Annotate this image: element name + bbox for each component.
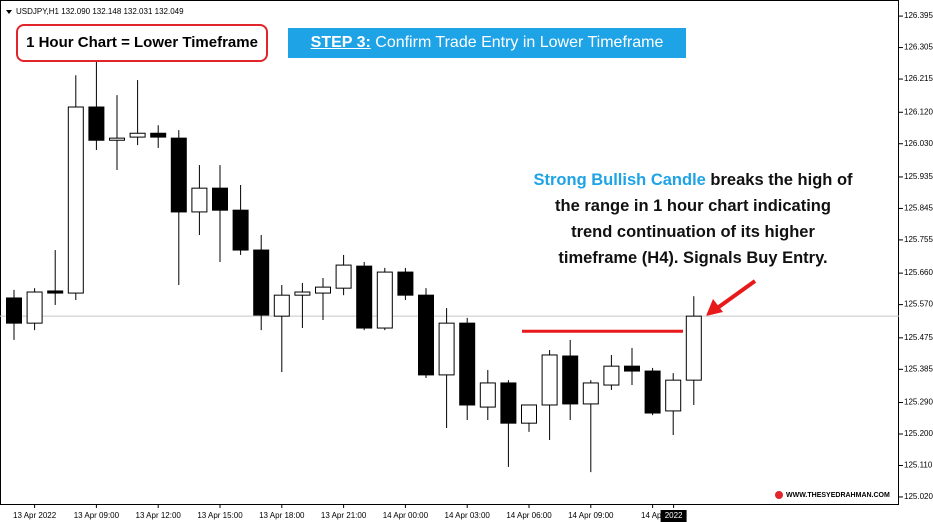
candle-body	[438, 322, 455, 376]
x-tick-label: 13 Apr 09:00	[74, 511, 120, 520]
timeframe-label: 1 Hour Chart = Lower Timeframe	[16, 24, 268, 62]
x-tick-label: 14 Apr 06:00	[506, 511, 552, 520]
candle-body	[562, 355, 579, 405]
y-tick-label: 126.030	[904, 139, 933, 148]
candle-body	[47, 290, 64, 294]
candle-body	[582, 382, 599, 405]
plot-frame	[0, 0, 899, 505]
y-tick-label: 126.395	[904, 11, 933, 20]
candle-body	[273, 294, 290, 317]
x-label-highlight	[660, 510, 687, 522]
x-tick-label: 2022	[665, 511, 683, 520]
candle-body	[603, 365, 620, 386]
annotation-highlight: Strong Bullish Candle	[533, 171, 706, 189]
candle-body	[6, 297, 22, 324]
candle-body	[397, 271, 414, 296]
annotation-line: breaks the high of	[705, 171, 853, 189]
y-tick-label: 125.660	[904, 268, 933, 277]
annotation-line: the range in 1 hour chart indicating	[555, 197, 831, 215]
annotation: Strong Bullish Candle breaks the high of…	[512, 167, 874, 271]
candle-body	[644, 370, 661, 414]
y-tick-label: 126.215	[904, 74, 933, 83]
candle-body	[109, 137, 125, 141]
x-tick-label: 14 Apr	[641, 511, 664, 520]
arrow-head	[706, 299, 723, 316]
candle-body	[624, 365, 640, 372]
candle-body	[418, 294, 434, 376]
x-tick-label: 14 Apr 09:00	[568, 511, 614, 520]
x-tick-label: 13 Apr 2022	[13, 511, 57, 520]
arrow-shaft	[714, 279, 757, 311]
candle-body	[232, 209, 249, 251]
candle-body	[88, 106, 105, 141]
candle-body	[541, 354, 558, 406]
candle-body	[212, 187, 228, 211]
y-tick-label: 126.305	[904, 43, 933, 52]
y-tick-label: 125.475	[904, 333, 933, 342]
y-tick-label: 125.290	[904, 398, 933, 407]
annotation-line: trend continuation of its higher	[571, 223, 815, 241]
candle-body	[191, 187, 208, 213]
annotation-line: timeframe (H4). Signals Buy Entry.	[558, 249, 828, 267]
candle-body	[521, 404, 537, 424]
x-tick-label: 13 Apr 21:00	[321, 511, 367, 520]
y-tick-label: 125.570	[904, 300, 933, 309]
candle-body	[294, 291, 311, 296]
step-prefix: STEP 3:	[310, 34, 371, 51]
candle-body	[356, 265, 373, 329]
x-tick-label: 13 Apr 18:00	[259, 511, 305, 520]
candle-body	[685, 315, 702, 381]
x-tick-label: 13 Apr 15:00	[197, 511, 243, 520]
candle-body	[376, 271, 393, 329]
y-tick-label: 126.120	[904, 107, 933, 116]
menu-arrow	[6, 10, 12, 14]
candle-body	[335, 264, 352, 289]
y-tick-label: 125.845	[904, 204, 933, 213]
watermark: WWW.THESYEDRAHMAN.COM	[775, 491, 890, 499]
y-tick-label: 125.385	[904, 364, 933, 373]
candle-body	[253, 249, 270, 316]
y-tick-label: 125.020	[904, 492, 933, 501]
y-tick-label: 125.935	[904, 172, 933, 181]
y-tick-label: 125.110	[904, 461, 933, 470]
candle-body	[150, 132, 167, 138]
chart-header: USDJPY,H1 132.090 132.148 132.031 132.04…	[16, 7, 184, 16]
candle-body	[315, 286, 331, 294]
candle-body	[26, 291, 43, 324]
candle-body	[170, 137, 187, 213]
y-tick-label: 125.755	[904, 235, 933, 244]
x-tick-label: 13 Apr 12:00	[136, 511, 182, 520]
candle-body	[459, 322, 476, 406]
y-tick-label: 125.200	[904, 429, 933, 438]
step-banner: STEP 3: Confirm Trade Entry in Lower Tim…	[288, 28, 686, 58]
x-tick-label: 14 Apr 00:00	[383, 511, 429, 520]
x-tick-label: 14 Apr 03:00	[445, 511, 491, 520]
step-text: Confirm Trade Entry in Lower Timeframe	[370, 34, 664, 51]
candle-body	[479, 382, 496, 408]
candle-body	[67, 106, 84, 294]
candle-body	[129, 132, 146, 138]
candle-body	[500, 382, 517, 424]
candle-body	[665, 379, 682, 412]
